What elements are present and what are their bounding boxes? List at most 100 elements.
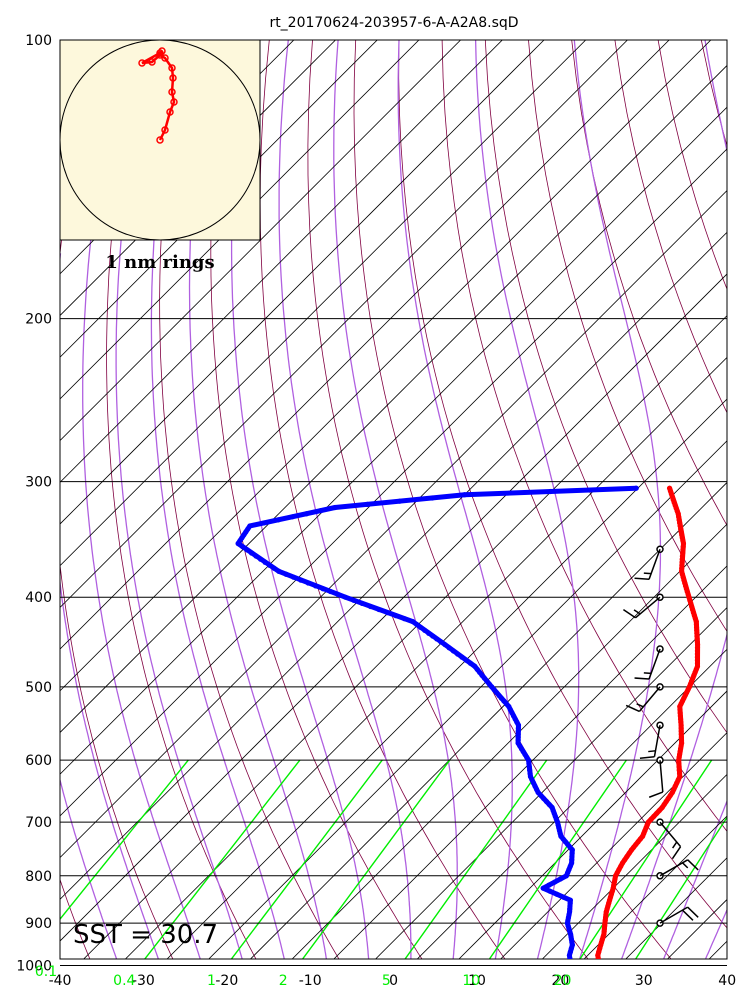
- hodograph-point: [168, 88, 176, 96]
- mixing-ratio-line: [579, 759, 713, 959]
- mixing-ratio-label: 10: [462, 973, 480, 989]
- dewpoint-point: [633, 485, 639, 491]
- dewpoint-point: [557, 876, 564, 882]
- hodograph-point: [161, 126, 169, 134]
- isotherm: [60, 148, 727, 817]
- isotherm: [208, 440, 727, 959]
- dewpoint-point: [335, 591, 341, 598]
- dry-adiabat: [614, 40, 727, 414]
- dewpoint-point: [384, 610, 390, 616]
- dry-adiabat: [441, 40, 727, 832]
- moist-adiabat: [278, 40, 412, 959]
- wind-barb-flag: [648, 791, 664, 798]
- temperature-tick-label: -30: [132, 973, 155, 989]
- wind-barb: [656, 818, 682, 860]
- dewpoint-point: [312, 583, 319, 589]
- hodograph-point: [168, 64, 176, 72]
- temperature-tick-label: -20: [215, 973, 238, 989]
- hodograph-inset: [59, 39, 261, 241]
- dry-adiabat: [700, 40, 727, 148]
- wind-barb-flag: [687, 859, 699, 871]
- pressure-tick-label: 900: [25, 916, 52, 932]
- dewpoint-point: [459, 654, 465, 660]
- pressure-tick-label: 400: [25, 590, 52, 606]
- dewpoint-point: [568, 960, 573, 965]
- dry-adiabat: [484, 40, 727, 734]
- moist-adiabat: [662, 799, 727, 959]
- moist-adiabat: [573, 40, 662, 959]
- temperature-tick-label: 0: [389, 973, 398, 989]
- hodograph-rings-label: 1 nm rings: [105, 252, 214, 273]
- dewpoint-point: [283, 571, 289, 577]
- temperature-tick-label: 10: [468, 973, 486, 989]
- sst-label: SST = 30.7: [73, 920, 218, 950]
- dry-adiabat: [259, 40, 506, 959]
- wind-barb-staff: [638, 686, 661, 712]
- wind-barb-staff: [648, 548, 661, 580]
- wind-barb-flag: [681, 909, 694, 921]
- wind-barb-flag: [625, 704, 640, 713]
- dewpoint-point: [351, 597, 357, 603]
- hodograph-point: [156, 49, 164, 57]
- isotherm: [83, 315, 727, 959]
- dewpoint-point: [430, 633, 436, 639]
- dewpoint-point: [429, 495, 435, 501]
- dewpoint-point: [376, 606, 382, 613]
- temperature-axis-labels: -40 -30 -20 -10 0 10 20 30 40: [49, 973, 737, 989]
- isotherm: [166, 398, 727, 959]
- dewpoint-point: [547, 488, 553, 495]
- dewpoint-point: [367, 603, 374, 610]
- mixing-ratio-label: 0.1: [35, 964, 57, 980]
- hodograph-point: [138, 59, 146, 67]
- temperature-tick-label: -40: [49, 973, 72, 989]
- isotherm: [375, 607, 727, 959]
- mixing-ratio-line: [143, 759, 301, 959]
- wind-barb-flag: [634, 677, 650, 680]
- isotherm: [541, 773, 727, 959]
- pressure-tick-label: 700: [25, 815, 52, 831]
- hodograph-track: [138, 47, 178, 144]
- isotherm: [291, 523, 727, 959]
- dewpoint-point: [567, 897, 573, 903]
- pressure-tick-label: 100: [25, 33, 52, 49]
- hodograph-point: [166, 108, 174, 116]
- wind-barb-staff: [653, 725, 661, 757]
- dewpoint-point: [298, 577, 304, 583]
- dewpoint-point: [434, 636, 440, 642]
- dewpoint-point: [342, 594, 349, 600]
- wind-barb-flag: [634, 577, 650, 581]
- wind-barb-half-flag: [636, 703, 644, 708]
- dewpoint-point: [327, 588, 334, 595]
- dewpoint-point: [248, 550, 255, 556]
- temperature-point: [596, 960, 601, 965]
- dewpoint-point: [244, 547, 250, 553]
- isotherm: [583, 815, 727, 959]
- moist-adiabat: [474, 40, 580, 959]
- dewpoint-point: [289, 514, 295, 520]
- dewpoint-point: [546, 882, 552, 888]
- moist-adiabat: [620, 40, 727, 959]
- isotherm: [60, 64, 727, 734]
- wind-barb-staff: [635, 596, 661, 619]
- pressure-tick-label: 1000: [16, 959, 52, 975]
- chart-title: rt_20170624-203957-6-A-A2A8.sqD: [269, 15, 518, 31]
- mixing-ratio-label: 1: [207, 973, 216, 989]
- dewpoint-point: [257, 556, 264, 562]
- dewpoint-point: [397, 498, 403, 504]
- dewpoint-point: [467, 660, 474, 666]
- mixing-ratio-line: [230, 759, 383, 959]
- moist-adiabat: [115, 189, 243, 959]
- temperature-tick-label: 40: [718, 973, 736, 989]
- moist-adiabat: [397, 40, 513, 959]
- mixing-ratio-label: 5: [382, 973, 391, 989]
- dewpoint-point: [438, 639, 444, 645]
- dry-adiabat: [657, 40, 727, 291]
- wind-barbs: [623, 545, 699, 927]
- moist-adiabat: [60, 777, 118, 959]
- moist-adiabat: [82, 216, 201, 959]
- dewpoint-point: [364, 501, 370, 507]
- dewpoint-point: [401, 616, 407, 622]
- moist-adiabat: [333, 40, 458, 959]
- dewpoint-point: [318, 508, 324, 514]
- temperature-tick-label: 30: [635, 973, 653, 989]
